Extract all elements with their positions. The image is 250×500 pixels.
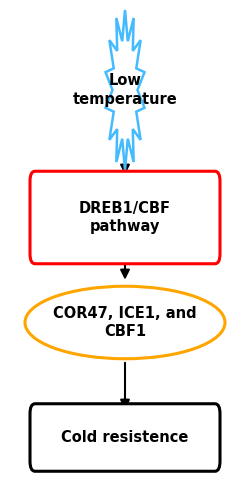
Polygon shape: [106, 10, 144, 170]
Text: Cold resistence: Cold resistence: [61, 430, 189, 445]
Text: DREB1/CBF
pathway: DREB1/CBF pathway: [79, 200, 171, 234]
FancyBboxPatch shape: [30, 171, 220, 264]
Text: Low
temperature: Low temperature: [72, 73, 178, 107]
Text: COR47, ICE1, and
CBF1: COR47, ICE1, and CBF1: [53, 306, 197, 340]
FancyBboxPatch shape: [30, 404, 220, 471]
Ellipse shape: [25, 286, 225, 359]
